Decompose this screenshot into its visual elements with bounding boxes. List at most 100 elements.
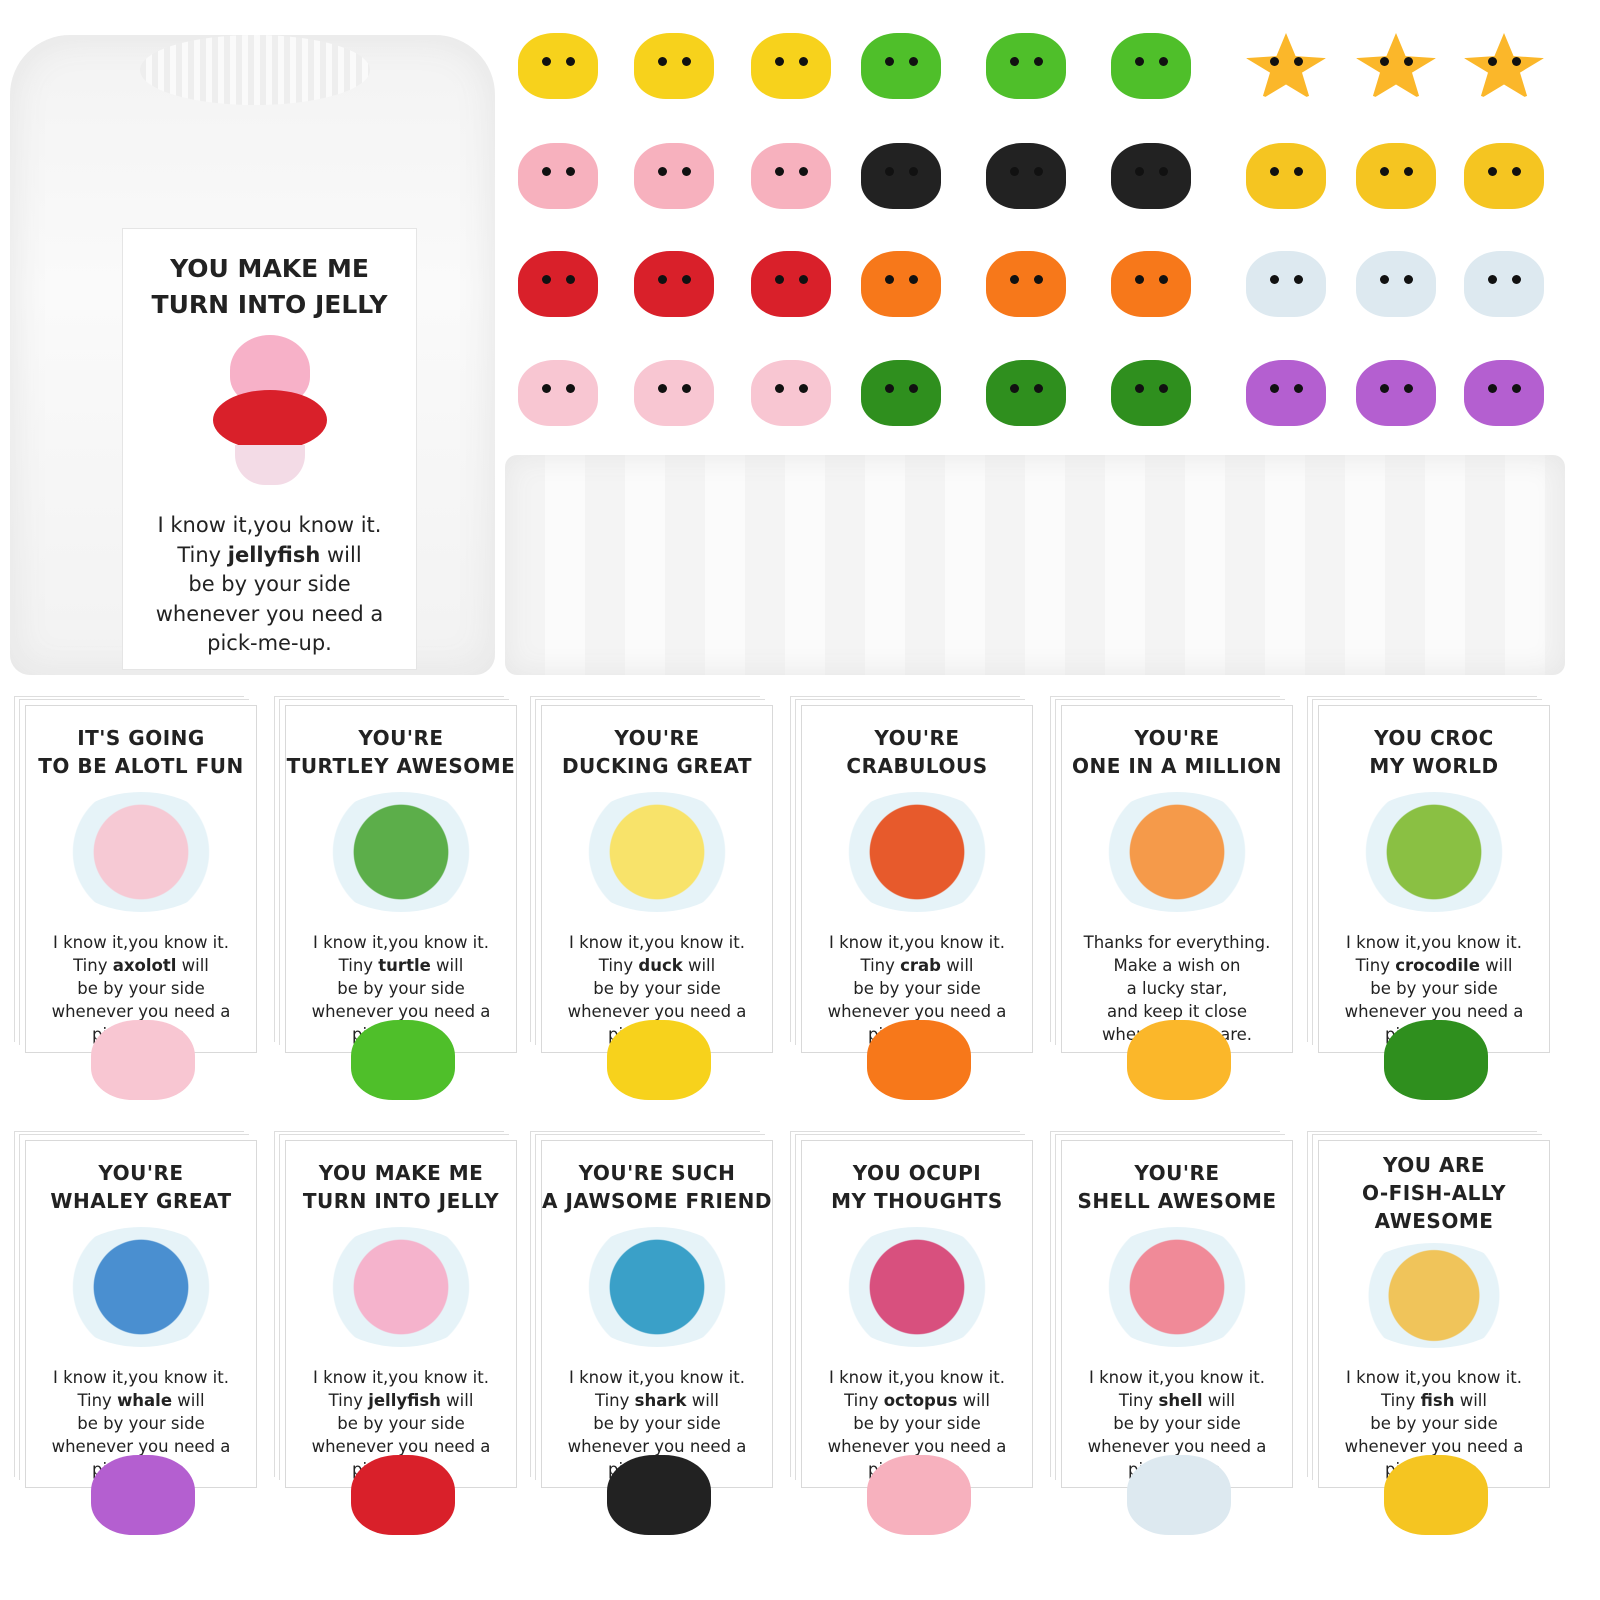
text: be by your side bbox=[1113, 1414, 1241, 1433]
card-toy bbox=[83, 1445, 203, 1540]
title-line: YOU MAKE ME bbox=[170, 254, 369, 283]
text: whenever you need a bbox=[51, 1002, 231, 1021]
text: whenever you need a bbox=[51, 1437, 231, 1456]
eye-icon bbox=[885, 384, 894, 393]
shark-toy bbox=[1105, 135, 1197, 215]
message-card: YOU'RE WHALEY GREAT I know it,you know it.… bbox=[25, 1140, 257, 1488]
eye-icon bbox=[909, 384, 918, 393]
eye-icon bbox=[566, 57, 575, 66]
card-illustration bbox=[572, 1227, 742, 1347]
text: be by your side bbox=[188, 572, 351, 596]
card-toy bbox=[859, 1445, 979, 1540]
turtle-body bbox=[1111, 33, 1191, 99]
text-line: be by your side bbox=[123, 570, 416, 600]
card-illustration bbox=[56, 1227, 226, 1347]
text-line: whenever you need a bbox=[286, 1000, 516, 1023]
shell-toy bbox=[1458, 243, 1550, 323]
crab-toy bbox=[980, 243, 1072, 323]
title-line: ONE IN A MILLION bbox=[1072, 754, 1282, 778]
eye-icon bbox=[1404, 57, 1413, 66]
text-line: I know it,you know it. bbox=[542, 1366, 772, 1389]
card-toy bbox=[1376, 1445, 1496, 1540]
axolotl-toy bbox=[512, 352, 604, 432]
text: whenever you need a bbox=[155, 601, 384, 626]
octopus-toy bbox=[512, 135, 604, 215]
eye-icon bbox=[566, 384, 575, 393]
card-illustration bbox=[1349, 1243, 1519, 1348]
text: whenever you need a bbox=[311, 1002, 491, 1021]
text-line: whenever you need a bbox=[802, 1435, 1032, 1458]
text-line: Thanks for everything. bbox=[1062, 931, 1292, 954]
eye-icon bbox=[1159, 384, 1168, 393]
card-title: YOU'RE ONE IN A MILLION bbox=[1062, 724, 1292, 780]
toy-body bbox=[607, 1455, 711, 1535]
jellyfish-toy-image bbox=[205, 335, 335, 495]
toy-body bbox=[91, 1020, 195, 1100]
crab-body bbox=[1111, 251, 1191, 317]
eye-icon bbox=[775, 167, 784, 176]
message-card: YOU'RE ONE IN A MILLION Thanks for everyth… bbox=[1061, 705, 1293, 1053]
title-line: YOU'RE bbox=[1134, 1161, 1220, 1185]
turtle-body bbox=[861, 33, 941, 99]
crab-toy bbox=[855, 243, 947, 323]
text: pick-me-up. bbox=[207, 631, 332, 655]
card-title: YOU'RE WHALEY GREAT bbox=[26, 1159, 256, 1215]
title-line: YOU ARE bbox=[1382, 1153, 1485, 1177]
eye-icon bbox=[682, 384, 691, 393]
message-card: YOU'RE CRABULOUS I know it,you know it. Tin… bbox=[801, 705, 1033, 1053]
text: Tiny bbox=[844, 1391, 884, 1410]
animal-name: jellyfish bbox=[227, 542, 321, 567]
text-line: be by your side bbox=[802, 977, 1032, 1000]
eye-icon bbox=[1010, 275, 1019, 284]
title-line: SHELL AWESOME bbox=[1077, 1189, 1277, 1213]
text: I know it,you know it. bbox=[569, 1368, 745, 1387]
whale-body bbox=[1356, 360, 1436, 426]
card-title: YOU'RE TURTLEY AWESOME bbox=[286, 724, 516, 780]
eye-icon bbox=[1488, 275, 1497, 284]
eye-icon bbox=[1135, 57, 1144, 66]
crocodile-body bbox=[861, 360, 941, 426]
title-line: YOU'RE bbox=[358, 726, 444, 750]
crocodile-toy bbox=[1105, 352, 1197, 432]
message-card: YOU'RE DUCKING GREAT I know it,you know it… bbox=[541, 705, 773, 1053]
text: be by your side bbox=[853, 1414, 981, 1433]
title-line: TURN INTO JELLY bbox=[302, 1189, 500, 1213]
text-line: Tiny crocodile will bbox=[1319, 954, 1549, 977]
text-line: Tiny whale will bbox=[26, 1389, 256, 1412]
pufferfish-toy bbox=[1350, 135, 1442, 215]
text: will bbox=[1454, 1391, 1487, 1410]
eye-icon bbox=[1294, 275, 1303, 284]
eye-icon bbox=[658, 57, 667, 66]
card-title: YOU'RE SHELL AWESOME bbox=[1062, 1159, 1292, 1215]
eye-icon bbox=[1135, 384, 1144, 393]
eye-icon bbox=[1270, 167, 1279, 176]
card-illustration bbox=[1092, 792, 1262, 912]
card-illustration bbox=[832, 792, 1002, 912]
eye-icon bbox=[1010, 167, 1019, 176]
text: I know it,you know it. bbox=[569, 933, 745, 952]
text: be by your side bbox=[1370, 979, 1498, 998]
text-line: whenever you need a bbox=[542, 1435, 772, 1458]
toy-body bbox=[1127, 1455, 1231, 1535]
text-line: pick-me-up. bbox=[123, 629, 416, 659]
text-line: whenever you need a bbox=[802, 1000, 1032, 1023]
shark-body bbox=[1111, 143, 1191, 209]
crocodile-body bbox=[1111, 360, 1191, 426]
eye-icon bbox=[658, 384, 667, 393]
card-illustration bbox=[316, 1227, 486, 1347]
message-card: YOU'RE SUCH A JAWSOME FRIEND I know it,you… bbox=[541, 1140, 773, 1488]
text: Tiny bbox=[338, 956, 379, 975]
message-card: YOU ARE O-FISH-ALLY AWESOME I know it,you k… bbox=[1318, 1140, 1550, 1488]
card-toy bbox=[1119, 1010, 1239, 1105]
card-illustration bbox=[316, 792, 486, 912]
animal-name: turtle bbox=[378, 956, 431, 975]
eye-icon bbox=[1034, 275, 1043, 284]
eye-icon bbox=[542, 167, 551, 176]
text-line: I know it,you know it. bbox=[802, 1366, 1032, 1389]
octopus-body bbox=[518, 143, 598, 209]
text: be by your side bbox=[1370, 1414, 1498, 1433]
shell-body bbox=[1356, 251, 1436, 317]
message-card: YOU'RE SHELL AWESOME I know it,you know it… bbox=[1061, 1140, 1293, 1488]
text-line: be by your side bbox=[1062, 1412, 1292, 1435]
title-line: IT'S GOING bbox=[77, 726, 205, 750]
